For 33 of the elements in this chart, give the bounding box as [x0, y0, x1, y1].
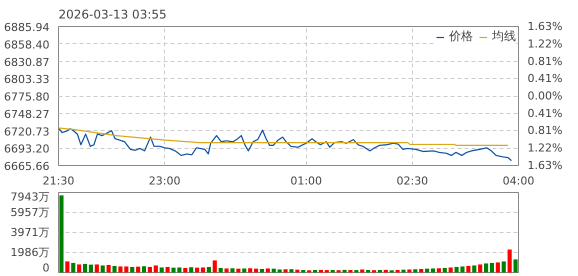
y-tick-label: 7943万	[10, 190, 50, 204]
legend-label: 价格	[449, 28, 473, 45]
x-tick-label: 21:30	[42, 174, 74, 188]
chart-title: 2026-03-13 03:55	[58, 8, 167, 22]
x-tick-label: 04:00	[502, 174, 534, 188]
x-tick-label: 02:30	[396, 174, 428, 188]
y2-tick-label: 1.22%	[528, 142, 562, 155]
y-tick-label: 6885.94	[4, 21, 50, 34]
line-series	[58, 127, 512, 162]
x-tick-label: 01:00	[290, 174, 322, 188]
y-tick-label: 0	[42, 262, 50, 274]
y-tick-label: 6803.33	[4, 73, 50, 86]
y-tick-label: 5957万	[10, 206, 50, 220]
y2-tick-label: 0.81%	[528, 124, 562, 138]
y-tick-label: 6693.20	[4, 142, 50, 156]
y-tick-label: 1986万	[10, 246, 50, 259]
y-tick-label: 6720.73	[4, 125, 50, 138]
y-tick-label: 6830.87	[4, 56, 50, 69]
y2-tick-label: 0.41%	[528, 106, 562, 120]
y-tick-label: 6665.66	[4, 160, 50, 173]
y-tick-label: 6858.40	[4, 38, 50, 52]
y2-tick-label: 1.63%	[528, 20, 562, 33]
y-tick-label: 3971万	[10, 226, 50, 240]
y2-tick-label: 0.81%	[528, 54, 562, 68]
x-tick-label: 23:00	[148, 174, 181, 188]
y-tick-label: 6775.80	[4, 90, 50, 104]
legend-label: 均线	[492, 28, 516, 45]
y2-tick-label: 0.00%	[528, 90, 562, 102]
y2-tick-label: 1.22%	[528, 37, 562, 50]
y2-tick-label: 0.41%	[528, 72, 562, 86]
y-tick-label: 6748.27	[4, 108, 50, 121]
y2-tick-label: 1.63%	[528, 159, 562, 172]
line-series	[58, 127, 508, 146]
